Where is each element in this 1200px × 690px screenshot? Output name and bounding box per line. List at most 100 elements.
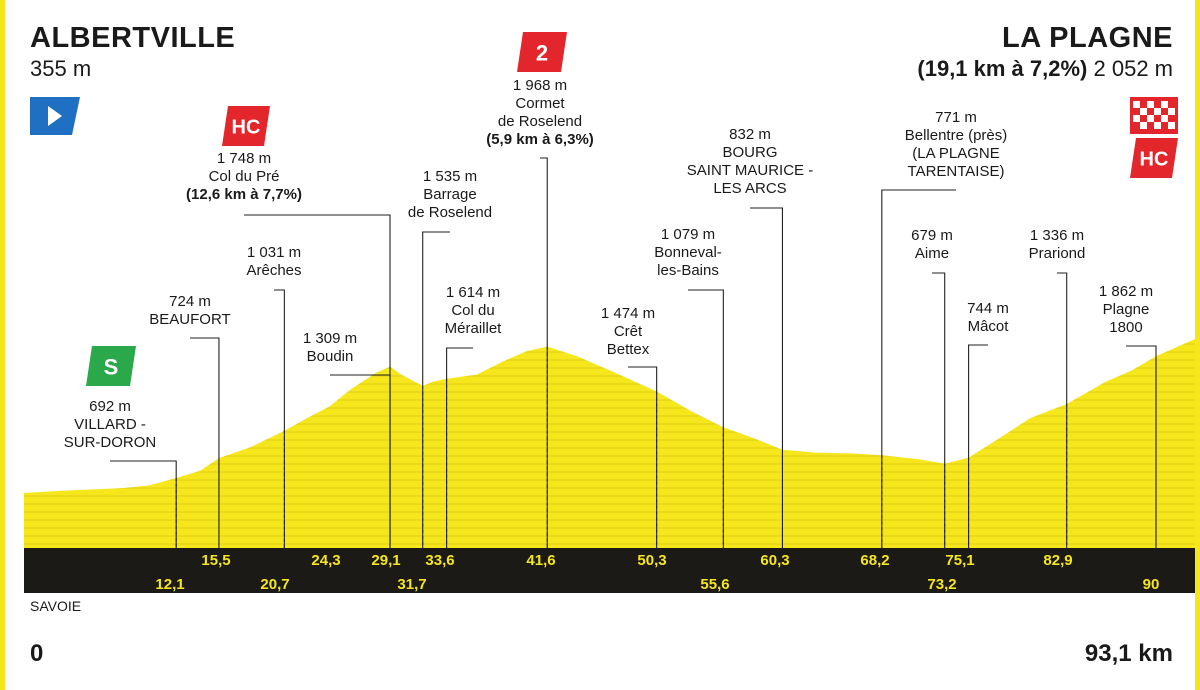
finish-town-name: LA PLAGNE [1002,22,1173,54]
chequer-square [1154,122,1161,129]
waypoint-name: Plagne [1102,301,1150,318]
finish-climb-stats: (19,1 km à 7,2%) [917,56,1088,81]
km-band [24,548,1195,593]
waypoint-name: LES ARCS [713,180,787,197]
hc-finish-category-icon-text: HC [1140,149,1169,171]
km-marker: 31,7 [397,576,427,593]
hc-category-icon [222,106,270,146]
waypoint-alt: 1 474 m [600,305,656,322]
start-altitude: 355 m [30,56,92,81]
waypoint-leader-line [540,157,548,548]
waypoint-name: de Roselend [497,113,583,130]
start-town-name: ALBERTVILLE [30,22,236,54]
hc-finish-category-icon [1130,138,1178,178]
waypoint-alt: 1 614 m [445,284,501,301]
km-marker: 20,7 [260,576,290,593]
km-marker: 68,2 [860,552,890,569]
waypoint-label-cormet: 1 968 m Cormet de Roselend (5,9 km à 6,3… [486,77,594,149]
waypoint-alt: 832 m [729,126,771,143]
waypoint-leader-line [932,272,946,548]
waypoint-leader-line [1126,345,1157,548]
waypoint-name: VILLARD - [74,416,146,433]
km-marker: 55,6 [700,576,730,593]
waypoint-name: TARENTAISE) [907,163,1005,180]
waypoint-name: BEAUFORT [149,311,231,328]
finish-altitude-value: 2 052 m [1093,56,1174,81]
region-label: SAVOIE [30,598,82,614]
waypoint-alt: 1 079 m [660,226,716,243]
waypoint-label-meraillet: 1 614 m Col du Méraillet [445,284,502,338]
distance-end: 93,1 km [1084,640,1173,667]
waypoint-name: les-Bains [657,262,719,279]
waypoint-name: Bellentre (près) [904,127,1008,144]
chequer-square [1147,101,1154,108]
waypoint-name: BOURG [722,144,778,161]
cat2-category-icon-text: 2 [536,40,548,65]
km-marker: 50,3 [637,552,667,569]
km-marker: 60,3 [760,552,790,569]
waypoint-name: Col du [451,302,495,319]
waypoint-alt: 771 m [935,109,977,126]
waypoint-name: Cormet [515,95,565,112]
chequer-square [1161,115,1168,122]
waypoint-label-bourg-saint-maurice: 832 m BOURG SAINT MAURICE - LES ARCS [687,126,813,198]
climb-stats: (5,9 km à 6,3%) [486,131,594,148]
waypoint-label-areches: 1 031 m Arêches [246,244,301,280]
sprint-icon-text: S [104,354,119,379]
km-marker: 15,5 [201,552,231,569]
waypoint-name: SUR-DORON [63,434,157,451]
waypoint-name: Crêt [613,323,643,340]
waypoint-leader-line [750,207,783,548]
hc-category-icon-text: HC [232,117,261,139]
waypoint-alt: 724 m [169,293,211,310]
waypoint-label-villard: 692 m VILLARD - SUR-DORON [64,398,157,452]
waypoint-label-aime: 679 m Aime [911,227,953,263]
waypoint-alt: 1 535 m [422,168,478,185]
chequer-square [1140,108,1147,115]
waypoint-label-bellentre: 771 m Bellentre (près) (LA PLAGNE TARENT… [905,109,1008,181]
chequer-square [1147,115,1154,122]
chequer-square [1154,108,1161,115]
waypoint-name: Col du Pré [208,168,280,185]
waypoint-name: Aime [914,245,950,262]
waypoint-alt: 744 m [967,300,1009,317]
waypoint-name: Barrage [423,186,477,203]
waypoint-leader-line [244,214,391,548]
waypoint-label-boudin: 1 309 m Boudin [303,330,357,366]
waypoint-leader-line [1057,272,1068,548]
km-marker: 90 [1142,576,1160,593]
elevation-area [24,339,1195,548]
waypoint-name: Bettex [606,341,650,358]
km-marker: 33,6 [425,552,455,569]
waypoint-label-col-du-pre: 1 748 m Col du Pré (12,6 km à 7,7%) [186,150,302,204]
play-arrow-icon [48,106,62,126]
distance-start: 0 [30,640,44,667]
km-marker: 73,2 [927,576,957,593]
waypoint-alt: 679 m [911,227,953,244]
waypoint-name: Bonneval- [654,244,722,261]
chequer-square [1161,101,1168,108]
waypoint-alt: 1 748 m [216,150,272,167]
chequer-square [1133,101,1140,108]
chequer-square [1168,108,1175,115]
km-marker: 24,3 [311,552,341,569]
waypoint-alt: 1 309 m [302,330,358,347]
waypoint-label-cret-bettex: 1 474 m Crêt Bettex [601,305,655,359]
waypoint-leader-line [881,189,956,548]
waypoint-label-plagne-1800: 1 862 m Plagne 1800 [1099,283,1153,337]
waypoint-name: Mâcot [967,318,1009,335]
chequer-square [1168,122,1175,129]
waypoint-label-barrage: 1 535 m Barrage de Roselend [408,168,492,222]
cat2-category-icon [517,32,567,72]
waypoint-name: Prariond [1028,245,1086,262]
waypoint-label-macot: 744 m Mâcot [967,300,1009,336]
chequer-square [1133,115,1140,122]
waypoint-label-prariond: 1 336 m Prariond [1029,227,1086,263]
km-marker: 29,1 [371,552,401,569]
waypoint-name: Méraillet [444,320,502,337]
waypoint-name: (LA PLAGNE [912,145,1000,162]
waypoint-name: Boudin [306,348,354,365]
waypoint-alt: 1 031 m [246,244,302,261]
waypoint-name: SAINT MAURICE - [686,162,814,179]
